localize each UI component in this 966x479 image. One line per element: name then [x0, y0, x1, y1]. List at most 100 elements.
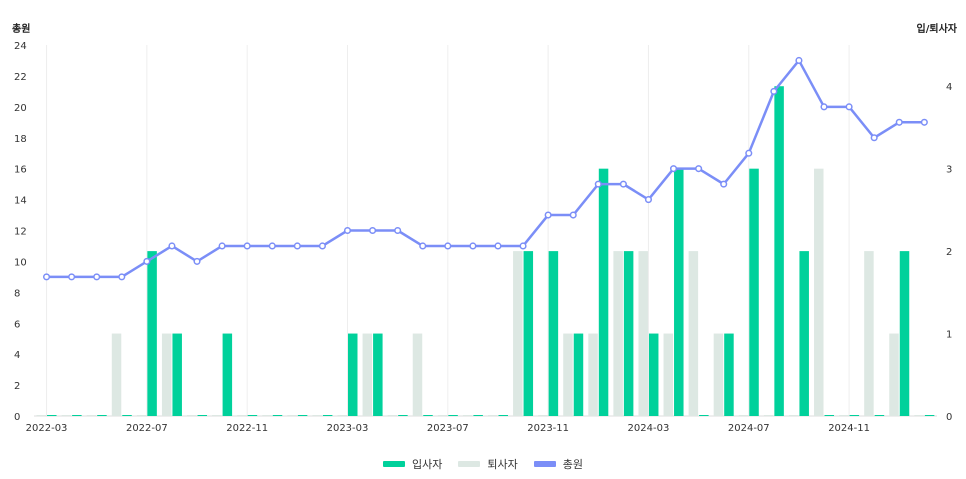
bar-joiners	[724, 333, 734, 416]
bar-joiners	[924, 415, 935, 416]
total-point	[895, 118, 903, 126]
total-point	[519, 242, 527, 250]
bar-leavers	[839, 415, 849, 416]
bar-leavers	[437, 415, 448, 416]
y-left-tick-label: 0	[14, 412, 20, 423]
total-point	[494, 242, 502, 250]
y-left-tick-label: 20	[14, 103, 27, 114]
bar-leavers	[914, 415, 924, 416]
bar-joiners	[172, 333, 182, 416]
total-point	[845, 103, 853, 111]
x-tick-label: 2022-03	[26, 423, 68, 434]
bar-joiners	[322, 415, 333, 416]
bar-leavers	[613, 251, 623, 416]
bar-joiners	[147, 251, 157, 416]
total-line	[46, 59, 925, 279]
bar-joiners	[97, 415, 107, 416]
total-point	[243, 242, 251, 250]
bar-joiners	[197, 415, 208, 416]
bar-leavers	[312, 415, 322, 416]
legend-label-leavers: 퇴사자	[487, 458, 518, 471]
legend-item-joiners[interactable]: 입사자	[383, 456, 442, 472]
bar-leavers	[187, 415, 197, 416]
bar-joiners	[222, 333, 233, 416]
total-point	[795, 56, 803, 65]
bar-joiners	[799, 251, 809, 416]
bar-leavers	[412, 333, 423, 416]
x-tick-label: 2022-07	[126, 423, 168, 434]
bar-leavers	[763, 415, 774, 416]
total-point	[444, 242, 452, 250]
bar-joiners	[448, 415, 458, 416]
bar-joiners	[122, 415, 132, 416]
bar-leavers	[713, 333, 724, 416]
y-left-tick-label: 14	[14, 196, 27, 207]
y-right-tick-label: 1	[946, 330, 952, 341]
total-line-layer	[42, 56, 928, 281]
total-point	[193, 257, 201, 265]
bar-leavers	[738, 415, 749, 416]
bar-joiners	[297, 415, 308, 416]
bar-leavers	[61, 415, 72, 416]
total-point	[143, 257, 151, 265]
bar-leavers	[788, 415, 799, 416]
legend-item-leavers[interactable]: 퇴사자	[458, 456, 518, 472]
total-point	[920, 118, 928, 126]
bar-leavers	[287, 415, 297, 416]
y-left-tick-label: 8	[14, 288, 20, 299]
total-point	[293, 242, 301, 250]
bar-joiners	[473, 415, 483, 416]
bar-leavers	[387, 415, 398, 416]
y-left-tick-label: 10	[14, 257, 27, 268]
bar-leavers	[814, 168, 824, 416]
bar-joiners	[272, 415, 283, 416]
bars-layer	[36, 86, 935, 416]
total-point	[544, 211, 552, 219]
total-point	[770, 87, 778, 95]
bar-joiners	[774, 86, 784, 416]
bar-leavers	[889, 333, 899, 416]
legend: 입사자 퇴사자 총원	[0, 456, 966, 472]
total-point	[93, 273, 101, 281]
y-right-tick-label: 0	[946, 412, 952, 423]
bar-joiners	[247, 415, 258, 416]
total-point	[168, 242, 176, 250]
y-right-tick-label: 4	[946, 82, 952, 93]
bar-joiners	[598, 168, 609, 416]
y-left-tick-label: 12	[14, 227, 27, 238]
bar-leavers	[212, 415, 222, 416]
legend-item-total[interactable]: 총원	[533, 456, 583, 472]
bar-leavers	[111, 333, 122, 416]
bar-leavers	[237, 415, 247, 416]
legend-label-joiners: 입사자	[412, 458, 443, 471]
bar-joiners	[573, 333, 584, 416]
total-point	[644, 196, 653, 204]
bar-joiners	[548, 251, 559, 416]
bar-joiners	[749, 168, 759, 416]
bar-joiners	[874, 415, 885, 416]
total-point	[669, 165, 678, 173]
left-axis-title: 총원	[12, 22, 30, 35]
y-right-tick-label: 3	[946, 165, 952, 176]
x-tick-label: 2023-07	[427, 423, 469, 434]
total-point	[343, 226, 352, 235]
legend-label-total: 총원	[562, 458, 583, 471]
bar-joiners	[648, 333, 659, 416]
total-point	[469, 242, 477, 250]
bar-joiners	[498, 415, 508, 416]
bar-joiners	[674, 168, 684, 416]
bar-leavers	[864, 251, 874, 416]
bar-leavers	[688, 251, 699, 416]
grid-lines	[46, 45, 850, 416]
bar-joiners	[348, 333, 358, 416]
bar-leavers	[362, 333, 373, 416]
total-point	[268, 242, 276, 250]
total-point	[318, 242, 326, 250]
bar-leavers	[638, 251, 648, 416]
x-tick-label: 2022-11	[226, 423, 268, 434]
y-left-tick-label: 2	[14, 381, 20, 392]
bar-leavers	[588, 333, 598, 416]
total-point	[118, 273, 126, 281]
